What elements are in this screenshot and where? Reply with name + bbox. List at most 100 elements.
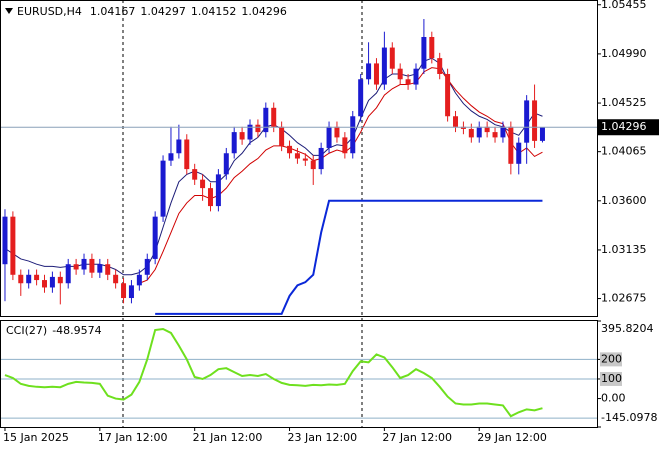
indicator-line (139, 67, 543, 284)
candle-body (89, 258, 95, 273)
candle-body (468, 128, 474, 138)
y-tick-label: 200 (601, 352, 622, 365)
x-tick-label: 27 Jan 12:00 (382, 431, 452, 444)
candle-body (302, 158, 308, 161)
level-label-bg (600, 371, 622, 386)
candle-body (81, 258, 87, 270)
candle-body (239, 132, 245, 140)
candle-body (524, 100, 530, 143)
symbol: EURUSD,H4 (17, 5, 82, 18)
candle-body (200, 179, 206, 189)
candle-body (318, 147, 324, 170)
candle-body (255, 124, 261, 133)
indicator-name: CCI(27) (6, 324, 47, 337)
candle-body (160, 160, 166, 217)
candle-body (231, 132, 237, 154)
candle-body (310, 160, 316, 170)
candle-body (105, 264, 111, 275)
candle-body (492, 132, 498, 138)
candle-body (10, 216, 16, 275)
level-label-bg (600, 352, 622, 367)
low-value: 1.04152 (191, 5, 237, 18)
candle-body (73, 264, 79, 270)
candle-body (539, 127, 545, 141)
candle-body (113, 274, 119, 284)
candle-body (18, 274, 24, 284)
candle-body (42, 280, 48, 288)
x-tick-label: 29 Jan 12:00 (477, 431, 547, 444)
candle-body (405, 79, 411, 85)
collapse-icon[interactable] (5, 8, 13, 14)
candle-body (207, 188, 213, 207)
cci-panel-frame (0, 320, 598, 428)
x-tick-label: 23 Jan 12:00 (288, 431, 358, 444)
candle-body (271, 107, 277, 127)
candle-body (136, 274, 142, 286)
y-tick-label: 1.03135 (601, 243, 647, 256)
candle-body (26, 274, 32, 284)
candle-body (97, 264, 103, 273)
chart-header: EURUSD,H4 1.04167 1.04297 1.04152 1.04296 (17, 5, 287, 18)
candle-body (34, 274, 40, 281)
candle-body (389, 47, 395, 69)
close-value: 1.04296 (241, 5, 287, 18)
candle-body (215, 174, 221, 207)
candle-body (500, 126, 506, 138)
candle-body (144, 258, 150, 275)
candle-body (421, 36, 427, 69)
candle-body (49, 276, 55, 288)
candle-body (460, 126, 466, 129)
candle-body (342, 137, 348, 154)
y-tick-label: 1.04065 (601, 145, 647, 158)
candle-body (184, 139, 190, 170)
candle-body (484, 126, 490, 133)
candle-body (279, 126, 285, 146)
candle-body (326, 126, 332, 148)
candle-body (381, 47, 387, 85)
candle-body (429, 36, 435, 59)
candle-body (453, 116, 459, 127)
current-price-label: 1.04296 (601, 120, 647, 133)
y-tick-label: 1.04525 (601, 96, 647, 109)
candle-body (437, 58, 443, 74)
candle-body (445, 73, 451, 117)
y-tick-label: 1.05455 (601, 0, 647, 11)
candle-body (508, 126, 514, 164)
y-tick-label: -145.0978 (601, 411, 657, 424)
price-panel-frame (0, 0, 598, 317)
indicator-line (155, 199, 543, 315)
cci-header: CCI(27) -48.9574 (6, 324, 102, 337)
candle-body (247, 124, 253, 140)
candle-body (373, 63, 379, 85)
x-tick-label: 15 Jan 2025 (3, 431, 69, 444)
open-value: 1.04167 (90, 5, 136, 18)
candle-body (121, 283, 127, 299)
candle-body (413, 68, 419, 85)
candle-body (176, 139, 182, 154)
y-tick-label: 0.00 (601, 392, 626, 405)
x-tick-label: 21 Jan 12:00 (193, 431, 263, 444)
candle-body (223, 153, 229, 175)
candle-body (57, 276, 63, 284)
current-price-box (597, 119, 659, 136)
candle-body (192, 169, 198, 180)
y-tick-label: 1.02675 (601, 292, 647, 305)
candle-body (287, 145, 293, 154)
candle-body (532, 100, 538, 141)
candle-body (168, 153, 174, 161)
cci-line (4, 327, 543, 418)
y-tick-label: 100 (601, 372, 622, 385)
candle-body (65, 264, 71, 284)
candle-body (294, 153, 300, 159)
candle-body (334, 126, 340, 138)
candle-body (2, 216, 8, 265)
candle-body (152, 216, 158, 259)
candle-body (397, 68, 403, 80)
candle-body (366, 63, 372, 80)
x-tick-label: 17 Jan 12:00 (98, 431, 168, 444)
y-tick-label: 1.04990 (601, 47, 647, 60)
indicator-value: -48.9574 (52, 324, 101, 337)
